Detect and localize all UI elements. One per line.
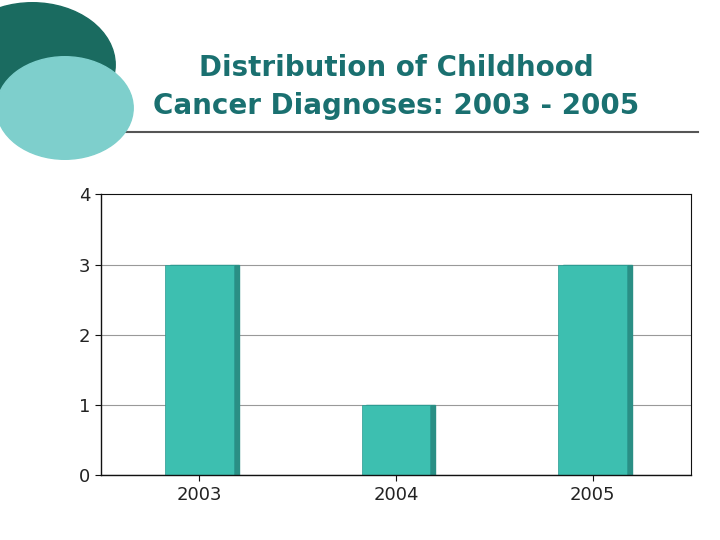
Bar [101, 475, 691, 481]
Bar [165, 265, 233, 475]
Text: Cancer Diagnoses: 2003 - 2005: Cancer Diagnoses: 2003 - 2005 [153, 92, 639, 120]
Bar [361, 405, 431, 475]
Bar [366, 405, 436, 475]
Bar [170, 265, 238, 475]
Text: Distribution of Childhood: Distribution of Childhood [199, 54, 593, 82]
Bar [558, 265, 627, 475]
Bar [563, 265, 632, 475]
